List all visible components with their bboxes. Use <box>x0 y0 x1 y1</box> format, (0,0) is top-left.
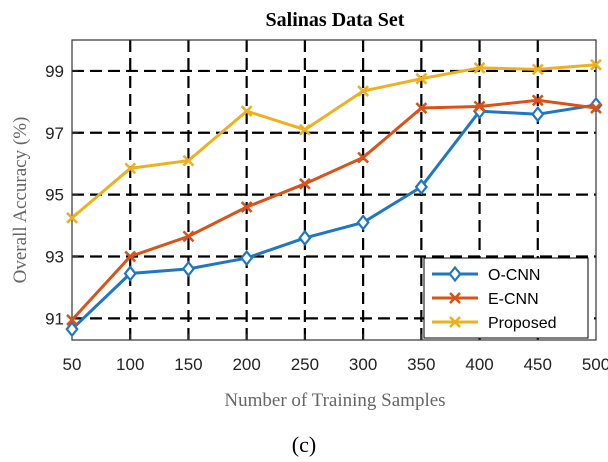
data-point-e-cnn <box>415 102 428 114</box>
data-point-o-cnn <box>240 249 254 267</box>
x-tick-label: 200 <box>232 355 260 374</box>
x-tick-label: 350 <box>407 355 435 374</box>
data-point-e-cnn <box>357 151 370 164</box>
chart-title: Salinas Data Set <box>266 9 405 31</box>
data-point-o-cnn <box>123 265 137 282</box>
y-tick-label: 97 <box>45 124 64 143</box>
y-tick-label: 91 <box>45 309 64 328</box>
series-line-o-cnn <box>70 103 597 331</box>
data-point-e-cnn <box>182 230 195 243</box>
data-point-e-cnn <box>124 250 137 263</box>
legend-entry-o-cnn: O-CNN <box>432 265 540 284</box>
series-line-proposed <box>71 63 597 219</box>
plot-area: 50 100 150 200 250 300 350 400 450 500 91 93 95 97 99 <box>45 39 608 374</box>
data-point-o-cnn <box>181 260 196 278</box>
x-tick-label: 250 <box>291 355 319 374</box>
legend-entry-e-cnn: E-CNN <box>432 291 539 308</box>
x-tick-label: 150 <box>174 355 202 374</box>
legend-swatch-marker <box>448 265 462 283</box>
legend-swatch-marker <box>449 292 461 304</box>
x-tick-label: 100 <box>116 355 144 374</box>
legend: O-CNN E-CNN Proposed <box>423 257 589 339</box>
data-point-proposed <box>182 154 195 167</box>
data-point-o-cnn <box>65 320 79 338</box>
legend-label: E-CNN <box>488 291 539 308</box>
data-point-proposed <box>473 61 486 74</box>
x-tick-label: 50 <box>63 355 82 374</box>
data-point-proposed <box>240 105 253 118</box>
x-tick-label: 300 <box>349 355 377 374</box>
y-tick-label: 99 <box>45 62 64 81</box>
data-point-o-cnn <box>414 178 428 196</box>
x-axis-label: Number of Training Samples <box>224 390 445 411</box>
data-point-proposed <box>357 85 370 97</box>
legend-entry-proposed: Proposed <box>432 315 557 332</box>
data-point-proposed <box>66 211 78 224</box>
legend-label: O-CNN <box>488 267 540 284</box>
series-proposed <box>66 58 602 224</box>
x-tick-label: 500 <box>582 355 608 374</box>
x-tick-label: 450 <box>524 355 552 374</box>
data-point-proposed <box>415 72 428 85</box>
data-point-e-cnn <box>473 100 486 113</box>
data-point-e-cnn <box>531 94 544 107</box>
y-tick-label: 93 <box>45 247 64 266</box>
data-point-proposed <box>298 123 311 136</box>
legend-swatch-marker <box>449 316 461 328</box>
y-tick-label: 95 <box>45 186 64 205</box>
data-point-o-cnn <box>298 229 312 247</box>
data-point-o-cnn <box>531 105 545 123</box>
y-axis-label: Overall Accuracy (%) <box>10 117 31 284</box>
legend-label: Proposed <box>488 315 557 332</box>
data-point-proposed <box>124 162 137 175</box>
data-point-proposed <box>531 63 544 76</box>
series-line-e-cnn <box>70 98 597 321</box>
data-point-e-cnn <box>590 102 602 114</box>
data-point-e-cnn <box>66 313 78 326</box>
figure-caption: (c) <box>292 432 316 457</box>
data-point-o-cnn <box>356 214 370 231</box>
data-point-proposed <box>590 58 602 71</box>
axes-box <box>71 39 597 341</box>
x-tick-label: 400 <box>465 355 493 374</box>
data-point-e-cnn <box>240 201 253 213</box>
series-e-cnn <box>66 94 602 326</box>
data-point-e-cnn <box>298 177 311 190</box>
